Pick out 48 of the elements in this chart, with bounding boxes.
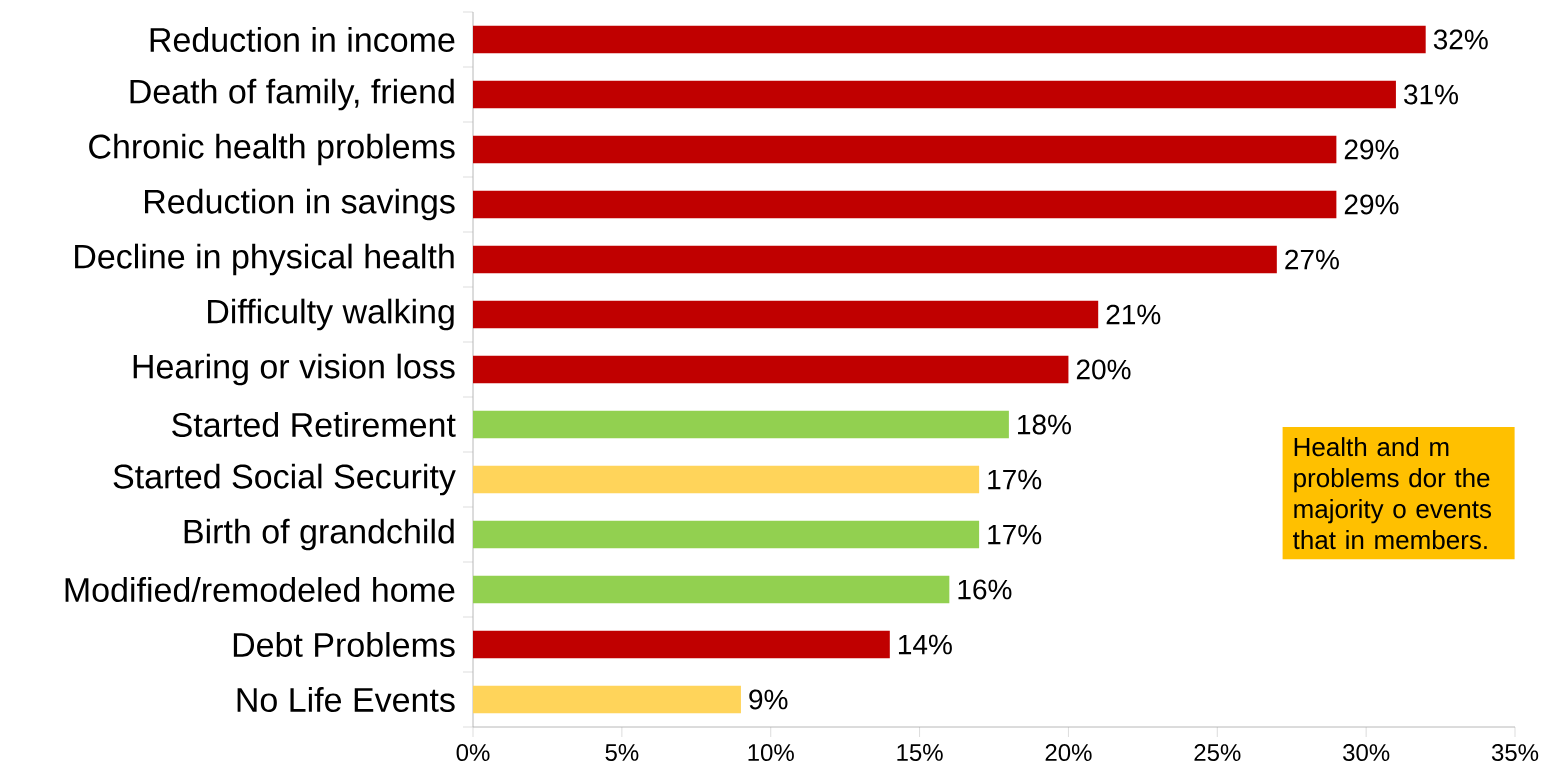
bar [473,135,1337,164]
y-tick-label: Started Retirement [172,412,456,437]
x-tick-label: 30% [1343,744,1390,762]
data-label: 16% [958,579,1012,600]
y-tick-label: Decline in physical health [75,243,454,276]
bar [473,520,980,549]
data-label: 17% [988,524,1042,545]
y-tick-label: Birth of grandchild [184,518,454,551]
bar [473,355,1069,384]
bar [473,25,1426,54]
y-tick-label: Modified/remodeled home [65,577,455,602]
data-label: 18% [1018,414,1071,435]
bar [473,575,950,604]
y-tick-label: No Life Events [237,687,455,712]
data-label: 29% [1344,194,1399,215]
bar [473,465,980,494]
y-tick-label: Debt Problems [233,632,455,657]
bar [473,190,1337,219]
x-tick-label: 15% [897,744,943,761]
data-label: 17% [988,469,1042,490]
data-label: 27% [1285,249,1339,270]
y-tick-label: Hearing or vision loss [133,353,455,386]
y-tick-label: Reduction in income [150,27,455,52]
data-label: 31% [1404,84,1458,105]
data-label: 20% [1076,359,1131,380]
bar [473,80,1396,109]
x-tick-label: 5% [605,744,639,761]
data-label: 32% [1433,29,1488,50]
x-tick-label: 0% [456,744,490,762]
bar [473,410,1009,439]
y-tick-label: Reduction in savings [145,188,455,221]
annotation: Health and m problems dor the majority o events that in members. [1293,437,1492,550]
y-tick-label: Difficulty walking [208,298,454,331]
bar [473,300,1099,329]
y-tick-label: Death of family, friend [130,78,454,111]
x-tick-label: 35% [1491,744,1539,762]
data-label: 14% [898,634,952,655]
y-tick-label: Started Social Security [113,463,456,496]
x-tick-label: 25% [1194,744,1241,762]
bar [473,630,890,659]
data-label: 9% [749,689,788,710]
data-label: 29% [1344,139,1399,160]
data-label: 21% [1106,304,1161,325]
bar [473,245,1277,274]
y-tick-label: Chronic health problems [89,133,455,166]
x-tick-label: 10% [748,744,794,762]
bar [473,685,741,714]
x-tick-label: 20% [1045,744,1092,762]
